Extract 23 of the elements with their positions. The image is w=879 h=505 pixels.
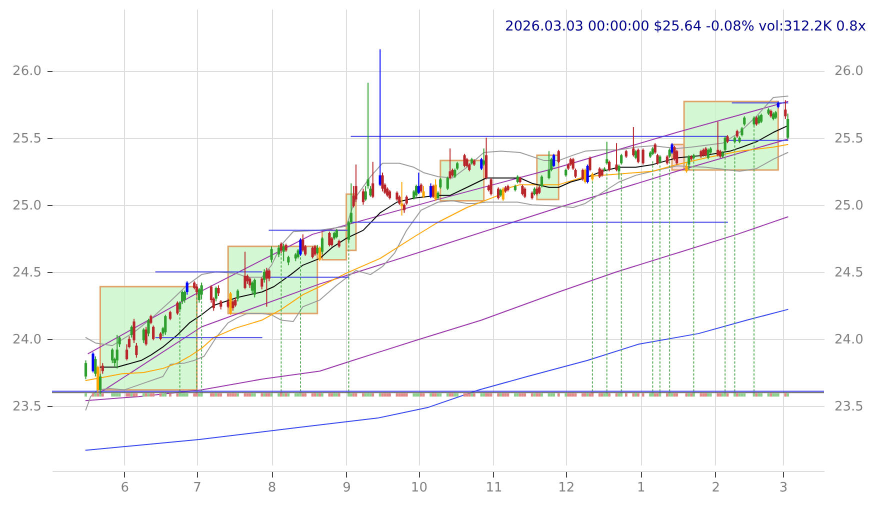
y-tick-label: 24.0 [12,332,42,348]
x-tick-label: 3 [779,480,788,496]
x-tick-label: 11 [486,480,502,496]
y-tick-label: 25.5 [12,131,42,146]
x-tick-label: 10 [410,480,428,496]
x-tick-label: 1 [637,480,646,496]
x-tick-label: 8 [268,480,276,496]
y2-tick-label: 25.0 [834,198,864,214]
y-tick-label: 23.5 [12,399,42,414]
x-tick-label: 6 [120,480,130,496]
y-tick-label: 24.5 [12,265,42,280]
x-tick-label: 12 [558,480,575,496]
x-tick-label: 2 [712,480,720,496]
text: 2026.03.03 00:00:00 $25.64 -0.08% vol:312.2K 0.8x [505,18,866,34]
x-tick-label: 9 [342,480,351,496]
y-tick-label: 26.0 [12,64,42,80]
y2-tick-label: 24.5 [834,265,864,280]
y2-tick-label: 24.0 [834,332,864,348]
y2-tick-label: 23.5 [834,399,864,414]
y-tick-label: 25.0 [12,198,42,214]
y2-tick-label: 26.0 [834,64,864,80]
y2-tick-label: 25.5 [834,131,864,146]
x-tick-label: 7 [193,480,202,496]
